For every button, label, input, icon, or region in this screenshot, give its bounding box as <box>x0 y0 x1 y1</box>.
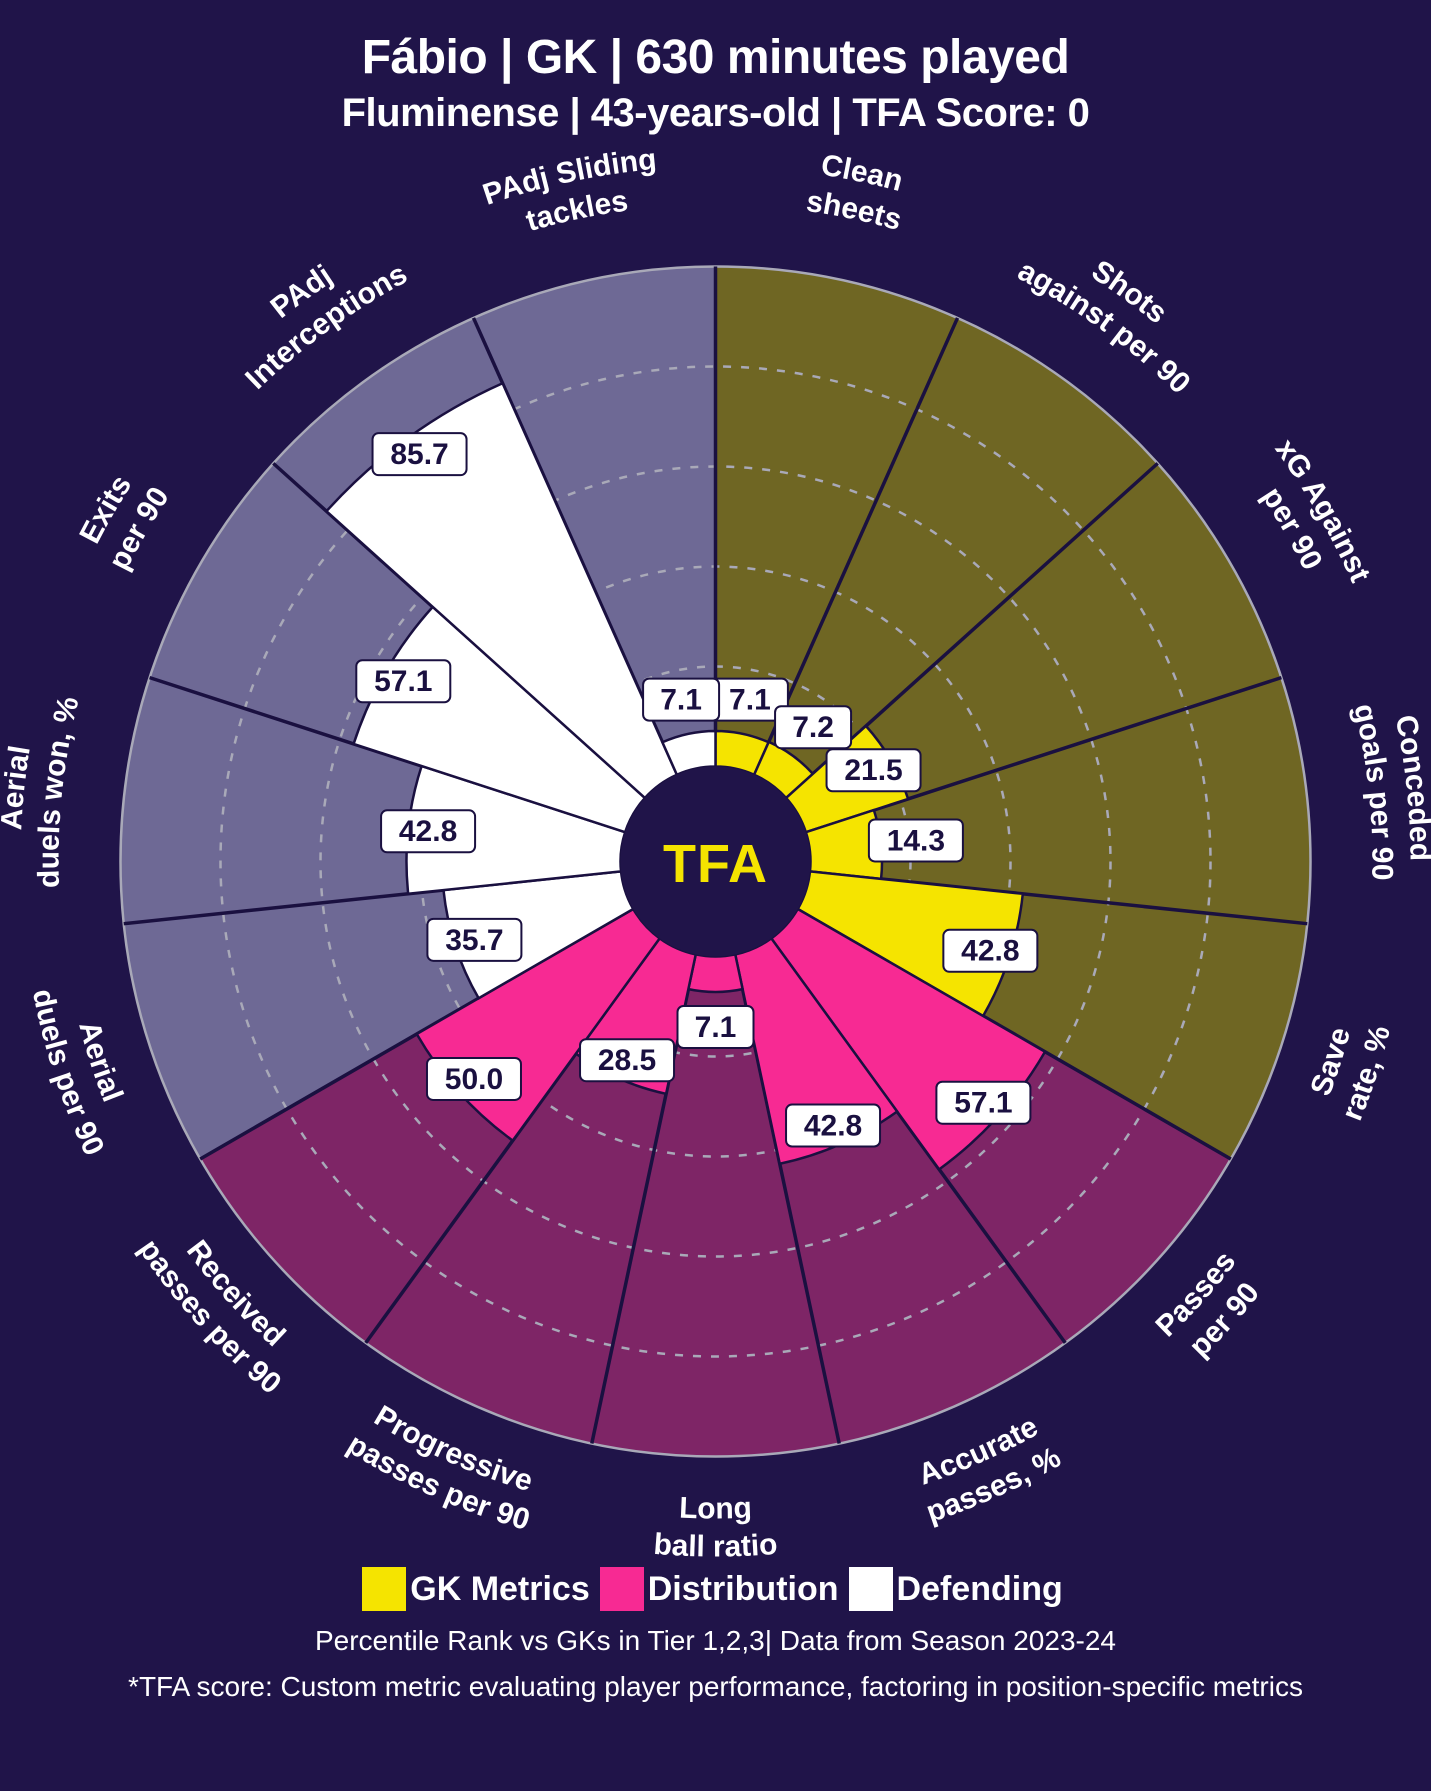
metric-label: Long <box>679 1492 753 1526</box>
metric-label: Aerial <box>0 743 37 830</box>
value-label: 35.7 <box>445 924 503 957</box>
value-label: 50.0 <box>445 1063 503 1096</box>
value-label: 42.8 <box>804 1109 862 1142</box>
value-label: 57.1 <box>374 665 432 698</box>
value-bar <box>688 954 742 992</box>
chart-title: Fábio | GK | 630 minutes played <box>362 30 1070 85</box>
value-label: 7.1 <box>729 684 771 717</box>
value-label: 57.1 <box>954 1087 1012 1120</box>
value-label: 42.8 <box>399 815 457 848</box>
chart-subtitle: Fluminense | 43-years-old | TFA Score: 0 <box>342 91 1090 136</box>
value-label: 7.1 <box>660 684 702 717</box>
metric-label: duels won, % <box>32 693 85 888</box>
center-logo: TFA <box>663 834 768 894</box>
chart-container: Fábio | GK | 630 minutes played Fluminen… <box>0 0 1431 1791</box>
value-label: 21.5 <box>844 754 902 787</box>
value-label: 14.3 <box>887 824 945 857</box>
value-label: 7.2 <box>792 711 834 744</box>
value-label: 85.7 <box>390 438 448 471</box>
polar-chart-svg: 7.1 7.2 21.5 14.3 42.8 57.1 42.8 7.1 28.5 50.0 35.… <box>0 146 1431 1577</box>
value-label: 7.1 <box>695 1011 737 1044</box>
metric-label: ball ratio <box>652 1528 778 1564</box>
chart-area: 7.1 7.2 21.5 14.3 42.8 57.1 42.8 7.1 28.5 50.0 35.… <box>0 146 1431 1577</box>
chart-footnote: *TFA score: Custom metric evaluating pla… <box>128 1671 1303 1703</box>
value-label: 42.8 <box>961 935 1019 968</box>
value-label: 28.5 <box>598 1044 656 1077</box>
chart-caption: Percentile Rank vs GKs in Tier 1,2,3| Da… <box>315 1625 1116 1657</box>
